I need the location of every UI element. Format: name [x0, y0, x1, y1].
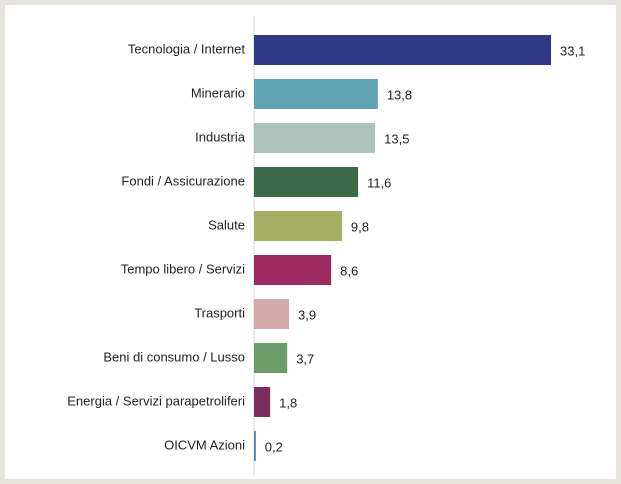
value-label: 0,2 — [265, 439, 283, 454]
value-label: 3,9 — [298, 307, 316, 322]
category-label: Industria — [195, 129, 246, 144]
category-label: OICVM Azioni — [164, 437, 245, 452]
bar — [254, 255, 332, 285]
category-label: Fondi / Assicurazione — [121, 173, 245, 188]
category-label: Salute — [208, 217, 245, 232]
value-label: 33,1 — [560, 43, 585, 58]
category-label: Beni di consumo / Lusso — [103, 349, 245, 364]
value-label: 9,8 — [351, 219, 369, 234]
bar — [254, 79, 378, 109]
category-label: Tempo libero / Servizi — [121, 261, 245, 276]
bar — [254, 123, 376, 153]
bar — [254, 167, 359, 197]
value-label: 13,5 — [384, 131, 409, 146]
value-label: 13,8 — [387, 87, 412, 102]
bar — [254, 35, 551, 65]
bar — [254, 211, 342, 241]
bar — [254, 431, 256, 461]
value-label: 11,6 — [367, 175, 391, 190]
bar — [254, 343, 288, 373]
bar — [254, 387, 271, 417]
value-label: 8,6 — [340, 263, 358, 278]
bar — [254, 299, 289, 329]
category-label: Energia / Servizi parapetroliferi — [67, 393, 245, 408]
value-label: 1,8 — [279, 395, 297, 410]
category-label: Tecnologia / Internet — [128, 41, 245, 56]
category-label: Minerario — [191, 85, 245, 100]
value-label: 3,7 — [296, 351, 314, 366]
category-label: Trasporti — [194, 305, 245, 320]
